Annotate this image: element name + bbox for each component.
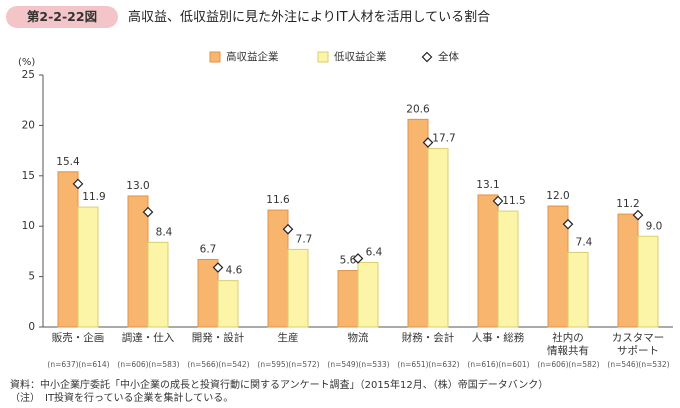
note: （注） IT投資を行っている企業を集計している。 bbox=[10, 391, 233, 404]
data-label: 17.7 bbox=[432, 133, 455, 145]
sample-size: (n=606) bbox=[117, 360, 148, 369]
data-label: 7.4 bbox=[576, 236, 593, 248]
point bbox=[72, 178, 84, 190]
sample-size: (n=637) bbox=[47, 360, 78, 369]
bar bbox=[617, 213, 639, 328]
sample-size: (n=595) bbox=[257, 360, 288, 369]
sample-size: (n=632) bbox=[428, 360, 459, 369]
data-label: 11.6 bbox=[266, 194, 290, 206]
legend-marker bbox=[421, 51, 433, 63]
data-label: 11.9 bbox=[82, 191, 105, 203]
x-tick-label: 販売・企画 bbox=[51, 332, 105, 344]
data-label: 20.6 bbox=[406, 103, 430, 115]
sample-size: (n=616) bbox=[467, 360, 498, 369]
sample-size: (n=601) bbox=[498, 360, 529, 369]
y-tick-label: 15 bbox=[22, 170, 35, 182]
chart-title: 高収益、低収益別に見た外注によりIT人材を活用している割合 bbox=[128, 9, 490, 25]
bar bbox=[287, 248, 309, 328]
figure-label: 第2-2-22図 bbox=[27, 9, 97, 24]
y-tick-label: 20 bbox=[22, 119, 35, 131]
point bbox=[422, 137, 434, 148]
point bbox=[562, 218, 574, 230]
sample-size: (n=533) bbox=[358, 360, 389, 369]
bar bbox=[127, 195, 149, 328]
data-label: 7.7 bbox=[296, 233, 313, 245]
sample-size: (n=651) bbox=[397, 360, 428, 369]
y-unit-label: (%) bbox=[18, 57, 35, 68]
sample-size: (n=532) bbox=[638, 360, 669, 369]
bar bbox=[77, 206, 99, 328]
data-label: 11.2 bbox=[616, 198, 639, 210]
legend-label: 低収益企業 bbox=[334, 50, 387, 63]
sample-size: (n=549) bbox=[327, 360, 358, 369]
y-tick-label: 25 bbox=[22, 69, 35, 81]
sample-size: (n=614) bbox=[78, 360, 109, 369]
x-tick-label: 物流 bbox=[347, 332, 369, 344]
bar bbox=[407, 118, 429, 328]
legend-swatch bbox=[209, 51, 221, 63]
x-tick-label: 調達・仕入 bbox=[121, 332, 175, 344]
bar bbox=[477, 194, 499, 328]
point bbox=[282, 223, 294, 235]
y-tick-label: 0 bbox=[28, 321, 35, 333]
bar bbox=[57, 171, 79, 328]
bar bbox=[217, 280, 239, 328]
sample-size: (n=582) bbox=[568, 360, 599, 369]
point bbox=[212, 262, 224, 273]
sample-size: (n=572) bbox=[288, 360, 319, 369]
legend-label: 全体 bbox=[438, 50, 459, 63]
bar bbox=[427, 148, 449, 328]
sample-size: (n=566) bbox=[187, 360, 218, 369]
x-tick-label: 生産 bbox=[277, 332, 299, 344]
legend-label: 高収益企業 bbox=[226, 50, 279, 63]
sample-size: (n=606) bbox=[537, 360, 568, 369]
x-tick-label: 開発・設計 bbox=[191, 332, 245, 344]
bar bbox=[497, 210, 519, 328]
data-label: 13.1 bbox=[476, 179, 499, 191]
data-label: 13.0 bbox=[126, 180, 149, 192]
x-tick-label: 人事・総務 bbox=[471, 332, 525, 344]
point bbox=[492, 195, 504, 207]
bar bbox=[337, 270, 359, 328]
bar bbox=[147, 241, 169, 328]
data-label: 8.4 bbox=[156, 226, 173, 238]
bar bbox=[357, 261, 379, 328]
x-tick-label: 社内の 情報共有 bbox=[547, 332, 589, 357]
data-label: 4.6 bbox=[226, 265, 243, 277]
data-label: 6.7 bbox=[200, 243, 217, 255]
x-tick-label: カスタマー サポート bbox=[611, 332, 665, 357]
x-tick-label: 財務・会計 bbox=[401, 332, 455, 344]
bar bbox=[567, 251, 589, 328]
data-label: 11.5 bbox=[502, 195, 525, 207]
point bbox=[352, 253, 364, 264]
data-label: 5.6 bbox=[340, 255, 357, 267]
data-label: 12.0 bbox=[546, 190, 569, 202]
data-label: 9.0 bbox=[646, 220, 663, 232]
data-label: 15.4 bbox=[56, 156, 80, 168]
point bbox=[142, 206, 154, 218]
data-label: 6.4 bbox=[366, 246, 383, 258]
y-tick-label: 10 bbox=[22, 220, 35, 232]
y-tick-label: 5 bbox=[28, 271, 35, 283]
note: 資料：中小企業庁委託「中小企業の成長と投資行動に関するアンケート調査」（2015… bbox=[10, 378, 548, 391]
bar bbox=[637, 235, 659, 328]
legend-swatch bbox=[317, 51, 329, 63]
point bbox=[632, 209, 644, 221]
figure-label-box bbox=[6, 6, 118, 28]
sample-size: (n=542) bbox=[218, 360, 249, 369]
sample-size: (n=583) bbox=[148, 360, 179, 369]
sample-size: (n=546) bbox=[607, 360, 638, 369]
